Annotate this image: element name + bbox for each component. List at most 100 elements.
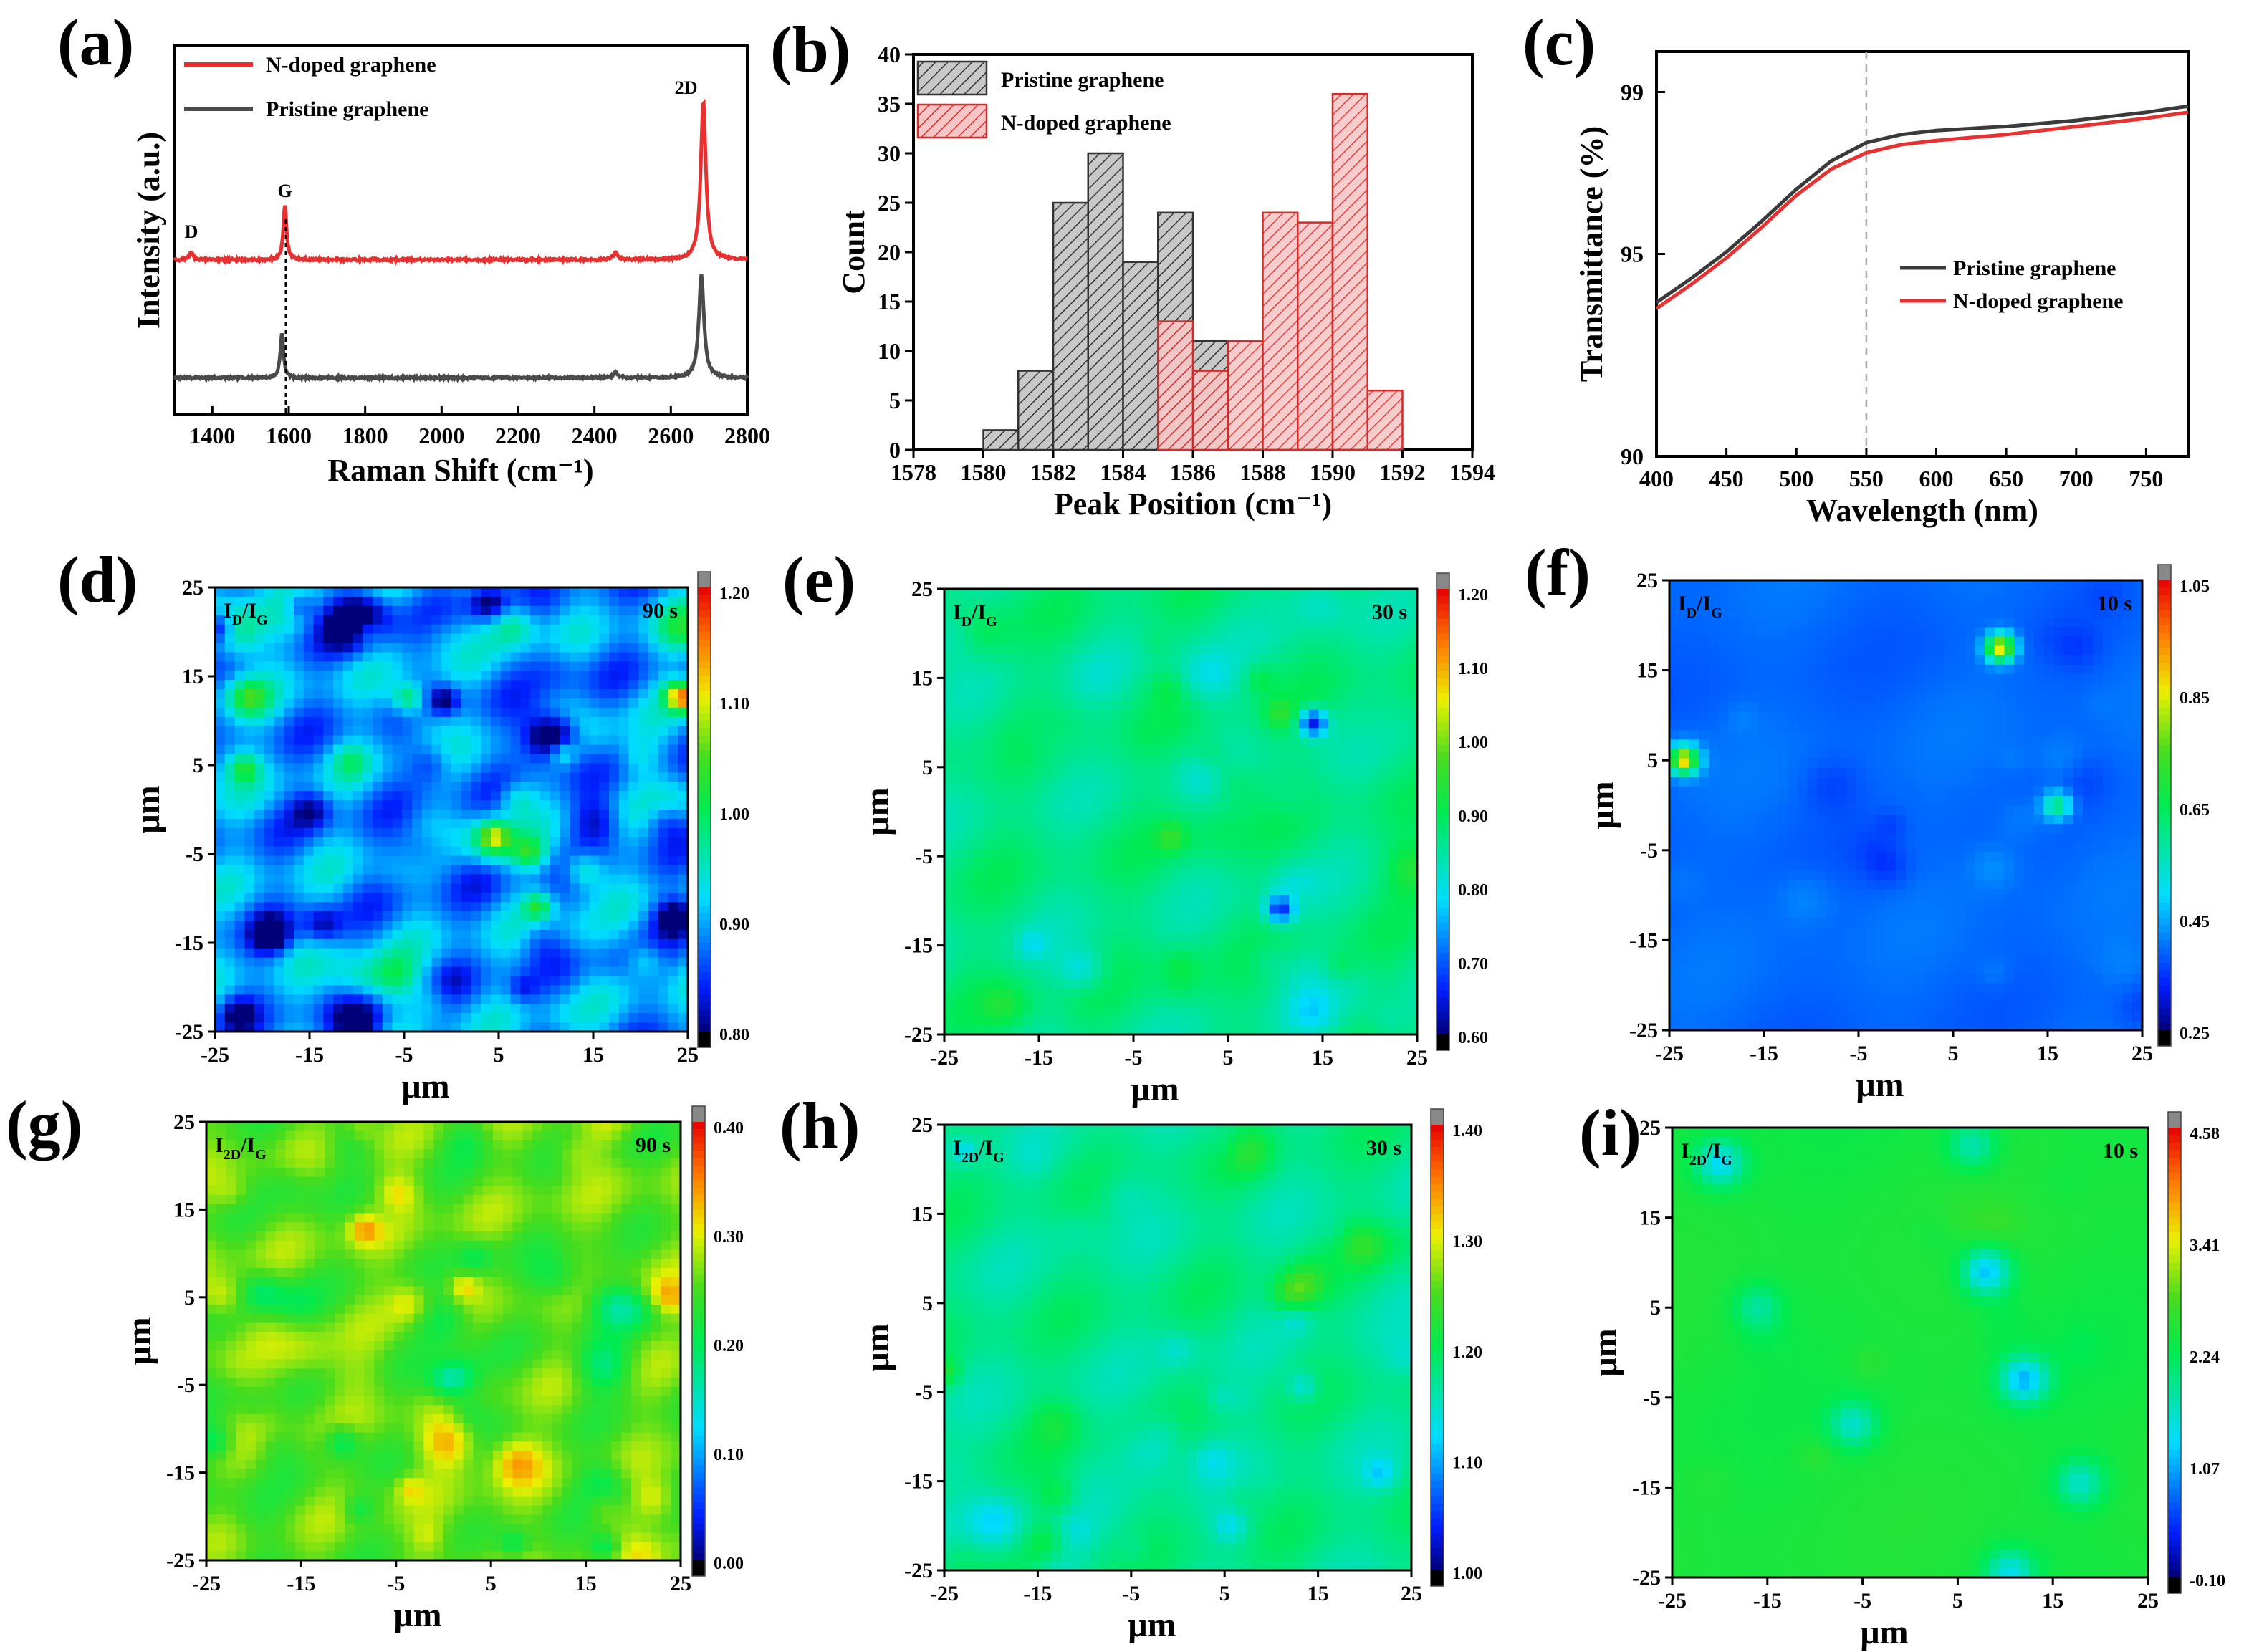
heatmap-cell bbox=[284, 624, 294, 635]
heatmap-cell bbox=[1318, 700, 1329, 711]
heatmap-cell bbox=[412, 596, 423, 607]
heatmap-cell bbox=[658, 929, 669, 940]
heatmap-cell bbox=[1407, 784, 1418, 794]
heatmap-cell bbox=[638, 800, 649, 810]
heatmap-cell bbox=[254, 615, 265, 625]
heatmap-cell bbox=[579, 827, 590, 838]
heatmap-cell bbox=[313, 643, 324, 653]
heatmap-cell bbox=[618, 883, 630, 893]
heatmap-cell bbox=[1387, 784, 1399, 794]
heatmap-cell bbox=[570, 707, 580, 718]
heatmap-cell bbox=[550, 938, 560, 949]
heatmap-cell bbox=[1368, 913, 1378, 924]
heatmap-cell bbox=[274, 698, 284, 709]
heatmap-cell bbox=[1358, 756, 1368, 766]
heatmap-cell bbox=[1092, 988, 1103, 998]
heatmap-cell bbox=[1239, 997, 1250, 1007]
heatmap-cell bbox=[1003, 1016, 1014, 1026]
heatmap-cell bbox=[589, 921, 600, 931]
heatmap-cell bbox=[658, 1004, 669, 1014]
heatmap-cell bbox=[1318, 1025, 1329, 1035]
heatmap-cell bbox=[974, 746, 984, 757]
heatmap-cell bbox=[342, 921, 354, 931]
heatmap-cell bbox=[1338, 746, 1349, 757]
heatmap-cell bbox=[244, 633, 255, 644]
heatmap-cell bbox=[658, 689, 669, 699]
heatmap-cell bbox=[294, 633, 304, 644]
heatmap-cell bbox=[1260, 904, 1270, 915]
heatmap-cell bbox=[353, 643, 363, 653]
heatmap-cell bbox=[1131, 997, 1142, 1007]
heatmap-cell bbox=[1239, 681, 1250, 692]
heatmap-cell bbox=[520, 938, 531, 949]
heatmap-cell bbox=[1042, 589, 1053, 599]
heatmap-cell bbox=[402, 985, 413, 995]
heatmap-cell bbox=[954, 765, 965, 775]
heatmap-cell bbox=[333, 782, 344, 792]
heatmap-cell bbox=[412, 865, 423, 875]
heatmap-cell bbox=[589, 754, 600, 764]
heatmap-cell bbox=[1407, 876, 1418, 887]
heatmap-cell bbox=[1250, 1016, 1260, 1026]
heatmap-cell bbox=[224, 893, 236, 903]
heatmap-cell bbox=[520, 921, 531, 931]
heatmap-cell bbox=[1151, 597, 1162, 608]
heatmap-cell bbox=[1328, 830, 1339, 840]
heatmap-cell bbox=[421, 1022, 433, 1032]
heatmap-cell bbox=[491, 716, 502, 727]
heatmap-cell bbox=[1239, 644, 1250, 655]
heatmap-cell bbox=[984, 700, 994, 711]
heatmap-cell bbox=[491, 846, 502, 857]
heatmap-cell bbox=[1161, 672, 1171, 683]
heatmap-cell bbox=[1032, 960, 1044, 970]
heatmap-cell bbox=[1397, 597, 1408, 608]
heatmap-cell bbox=[1328, 969, 1339, 979]
heatmap-cell bbox=[402, 605, 413, 616]
heatmap-cell bbox=[1121, 867, 1132, 878]
heatmap-cell bbox=[954, 812, 965, 822]
heatmap-cell bbox=[1052, 951, 1063, 961]
heatmap-cell bbox=[244, 1013, 255, 1023]
heatmap-cell bbox=[491, 615, 502, 625]
heatmap-cell bbox=[1072, 969, 1083, 979]
heatmap-cell bbox=[234, 976, 245, 986]
heatmap-cell bbox=[1200, 728, 1211, 738]
heatmap-cell bbox=[402, 735, 413, 746]
heatmap-cell bbox=[1111, 653, 1123, 664]
heatmap-cell bbox=[964, 653, 974, 664]
heatmap-cell bbox=[471, 846, 481, 857]
heatmap-cell bbox=[678, 827, 689, 838]
heatmap-cell bbox=[491, 938, 502, 949]
heatmap-cell bbox=[1210, 746, 1221, 757]
heatmap-cell bbox=[974, 784, 984, 794]
heatmap-cell bbox=[1032, 774, 1044, 784]
heatmap-cell bbox=[1032, 681, 1044, 692]
heatmap-cell bbox=[984, 589, 994, 599]
heatmap-cell bbox=[1279, 1016, 1290, 1026]
heatmap-cell bbox=[441, 1004, 452, 1014]
heatmap-cell bbox=[1387, 812, 1399, 822]
heatmap-cell bbox=[234, 948, 245, 959]
heatmap-cell bbox=[1161, 635, 1171, 645]
heatmap-cell bbox=[1200, 876, 1211, 887]
heatmap-cell bbox=[1378, 904, 1389, 915]
heatmap-cell bbox=[589, 994, 600, 1004]
heatmap-cell bbox=[294, 810, 304, 820]
heatmap-cell bbox=[254, 1022, 265, 1032]
heatmap-cell bbox=[550, 810, 560, 820]
heatmap-cell bbox=[1250, 1025, 1260, 1035]
heatmap-cell bbox=[1092, 672, 1103, 683]
heatmap-cell bbox=[1299, 625, 1310, 636]
heatmap-cell bbox=[1308, 663, 1320, 673]
heatmap-cell bbox=[1042, 765, 1053, 775]
heatmap-cell bbox=[451, 605, 462, 616]
heatmap-cell bbox=[1052, 756, 1063, 766]
heatmap-cell bbox=[1378, 820, 1389, 831]
heatmap-cell bbox=[1229, 969, 1241, 979]
heatmap-cell bbox=[333, 763, 344, 773]
heatmap-cell bbox=[648, 680, 659, 690]
heatmap-cell bbox=[441, 938, 452, 949]
heatmap-cell bbox=[1013, 867, 1024, 878]
heatmap-cell bbox=[658, 754, 669, 764]
heatmap-cell bbox=[1299, 691, 1310, 701]
